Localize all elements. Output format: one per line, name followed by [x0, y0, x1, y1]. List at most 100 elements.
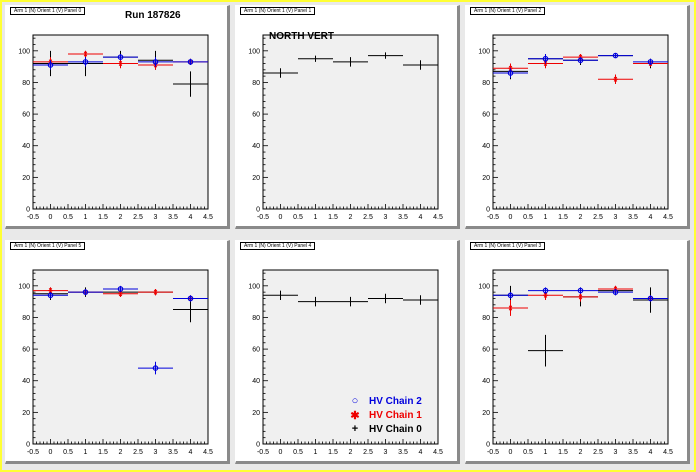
- data-point-chain0: [298, 55, 333, 62]
- x-tick-label: 2: [349, 449, 353, 456]
- x-tick-label: 2.5: [593, 449, 603, 456]
- x-tick-label: 3.5: [168, 449, 178, 456]
- y-tick-label: 60: [22, 347, 30, 354]
- data-point-chain2: [493, 292, 528, 299]
- x-tick-label: 1: [84, 214, 88, 221]
- x-tick-label: 3.5: [398, 214, 408, 221]
- pad-panel-5[interactable]: -0.5 0 0.5 1 1.5 2 2.5 3 3.5 4 4.5 0 20 40 60 80 100 Arm…: [5, 240, 230, 464]
- y-tick-label: 80: [252, 315, 260, 322]
- x-tick-label: 1: [84, 449, 88, 456]
- x-tick-label: 3: [384, 214, 388, 221]
- y-tick-label: 40: [22, 378, 30, 385]
- y-tick-label: 100: [478, 283, 490, 290]
- pad-panel-4[interactable]: -0.5 0 0.5 1 1.5 2 2.5 3 3.5 4 4.5 0 20 40 60 80 100 Arm…: [235, 240, 460, 464]
- legend-entry-chain0: + HV Chain 0: [347, 422, 422, 436]
- y-tick-label: 0: [486, 207, 490, 214]
- data-point-chain2: [563, 287, 598, 294]
- x-tick-label: 3.5: [628, 214, 638, 221]
- x-tick-label: 1: [314, 449, 318, 456]
- y-tick-label: 20: [252, 410, 260, 417]
- circle-marker: [577, 287, 584, 294]
- data-point-chain2: [598, 52, 633, 59]
- pad-panel-2[interactable]: -0.5 0 0.5 1 1.5 2 2.5 3 3.5 4 4.5 0 20 40 60 80 100 Arm…: [465, 5, 690, 229]
- y-tick-label: 0: [256, 442, 260, 449]
- x-tick-label: 1.5: [558, 449, 568, 456]
- circle-marker: [117, 54, 124, 60]
- y-tick-label: 20: [22, 175, 30, 182]
- data-point-chain0: [263, 290, 298, 301]
- circle-marker: [647, 295, 654, 302]
- data-point-chain2: [633, 295, 668, 302]
- y-tick-label: 100: [18, 283, 30, 290]
- data-point-chain1: [103, 58, 138, 69]
- x-tick-label: 4: [649, 214, 653, 221]
- y-tick-label: 80: [482, 315, 490, 322]
- pad-panel-3[interactable]: -0.5 0 0.5 1 1.5 2 2.5 3 3.5 4 4.5 0 20 40 60 80 100 Arm…: [465, 240, 690, 464]
- pad-panel-0[interactable]: -0.5 0 0.5 1 1.5 2 2.5 3 3.5 4 4.5 0 20 40 60 80 100 Arm…: [5, 5, 230, 229]
- data-point-chain0: [298, 296, 333, 307]
- x-tick-label: 2.5: [133, 449, 143, 456]
- x-tick-label: 3: [154, 214, 158, 221]
- circle-marker: [507, 292, 514, 299]
- data-point-chain2: [103, 53, 138, 61]
- data-point-chain2: [33, 60, 68, 70]
- y-tick-label: 40: [482, 143, 490, 150]
- x-tick-label: 2.5: [593, 214, 603, 221]
- x-tick-label: 2: [349, 214, 353, 221]
- star-marker: [118, 291, 123, 297]
- data-point-chain2: [173, 295, 208, 302]
- y-tick-label: 20: [252, 175, 260, 182]
- star-marker: [118, 60, 123, 66]
- x-tick-label: 2: [119, 449, 123, 456]
- data-point-chain0: [368, 293, 403, 304]
- x-tick-label: -0.5: [487, 214, 499, 221]
- star-marker: [543, 292, 548, 298]
- y-tick-label: 100: [478, 48, 490, 55]
- circle-marker: [82, 289, 89, 295]
- y-tick-label: 60: [482, 112, 490, 119]
- panel-title: Arm 1 (N) Orient 1 (V) Panel 5: [10, 242, 86, 250]
- legend: ○ HV Chain 2 ✱ HV Chain 1 + HV Chain 0: [347, 394, 422, 436]
- x-tick-label: 0.5: [293, 449, 303, 456]
- panel-title: Arm 1 (N) Orient 1 (V) Panel 1: [240, 7, 316, 15]
- data-point-chain0: [333, 296, 368, 307]
- data-point-chain1: [563, 292, 598, 302]
- x-tick-label: -0.5: [27, 449, 39, 456]
- circle-marker: [47, 292, 54, 299]
- y-tick-label: 40: [482, 378, 490, 385]
- star-marker-icon: ✱: [350, 409, 360, 422]
- legend-entry-chain1: ✱ HV Chain 1: [347, 408, 422, 422]
- circle-marker: [612, 289, 619, 295]
- x-tick-label: 0.5: [523, 449, 533, 456]
- circle-marker: [187, 59, 194, 65]
- star-marker: [48, 288, 53, 294]
- x-tick-label: 1.5: [98, 214, 108, 221]
- circle-marker: [47, 62, 54, 68]
- run-label: Run 187826: [125, 10, 181, 21]
- panel-title: Arm 1 (N) Orient 1 (V) Panel 2: [470, 7, 546, 15]
- y-tick-label: 60: [22, 112, 30, 119]
- x-tick-label: 3: [154, 449, 158, 456]
- x-tick-label: 4.5: [433, 449, 443, 456]
- circle-marker: [187, 295, 194, 302]
- data-point-chain0: [333, 57, 368, 67]
- data-point-chain0: [173, 71, 208, 97]
- data-point-chain2: [528, 287, 563, 294]
- legend-label: HV Chain 1: [369, 409, 422, 421]
- x-tick-label: 0: [49, 449, 53, 456]
- legend-entry-chain2: ○ HV Chain 2: [347, 394, 422, 408]
- star-marker: [83, 51, 88, 57]
- north-vert-label: NORTH VERT: [269, 31, 334, 42]
- data-point-chain2: [68, 288, 103, 296]
- data-point-chain2: [563, 57, 598, 64]
- x-tick-label: 2.5: [133, 214, 143, 221]
- y-tick-label: 80: [482, 80, 490, 87]
- data-point-chain0: [263, 68, 298, 78]
- x-tick-label: 3.5: [628, 449, 638, 456]
- cross-marker-icon: +: [351, 423, 359, 435]
- pad-panel-1[interactable]: -0.5 0 0.5 1 1.5 2 2.5 3 3.5 4 4.5 0 20 40 60 80 100 Arm…: [235, 5, 460, 229]
- circle-marker: [542, 55, 549, 62]
